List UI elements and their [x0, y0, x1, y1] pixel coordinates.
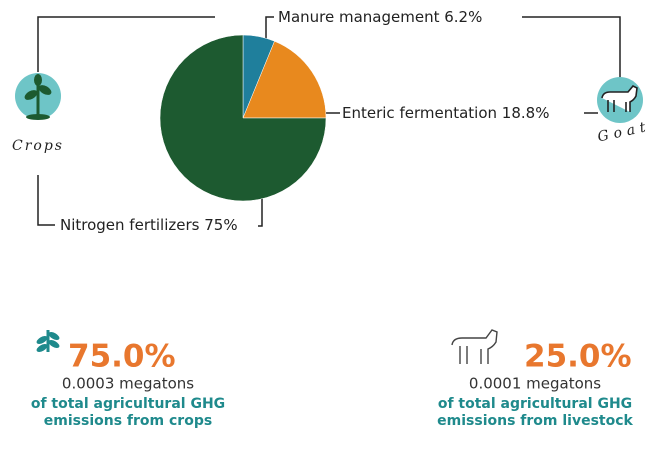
category-name: Manure management	[278, 8, 440, 26]
connector	[265, 16, 274, 40]
pie-slice	[159, 34, 327, 202]
connector	[522, 16, 621, 78]
value-label: 18.8%	[502, 104, 550, 122]
amount: 0.0001 megatons	[469, 375, 601, 393]
percent: 25.0%	[524, 339, 632, 375]
description: emissions from crops	[44, 413, 212, 429]
amount: 0.0003 megatons	[62, 375, 194, 393]
slice-label: Enteric fermentation 18.8%	[342, 104, 549, 122]
description: of total agricultural GHG	[31, 396, 225, 412]
connector	[37, 175, 55, 226]
category-name: Enteric fermentation	[342, 104, 497, 122]
crops-icon	[15, 73, 61, 120]
value-label: 6.2%	[444, 8, 482, 26]
value-label: 75%	[204, 216, 237, 234]
description: of total agricultural GHG	[438, 396, 632, 412]
goat-small-icon	[451, 329, 498, 364]
crops-label: Crops	[12, 138, 64, 154]
connector	[258, 195, 263, 227]
percent: 75.0%	[68, 339, 176, 375]
crops-small-icon	[36, 330, 60, 352]
slice-label: Nitrogen fertilizers 75%	[60, 216, 238, 234]
pie-slice	[242, 40, 327, 119]
description: emissions from livestock	[437, 413, 633, 429]
category-name: Nitrogen fertilizers	[60, 216, 200, 234]
connector	[37, 16, 215, 72]
slice-label: Manure management 6.2%	[278, 8, 482, 26]
goat-icon	[597, 77, 643, 123]
